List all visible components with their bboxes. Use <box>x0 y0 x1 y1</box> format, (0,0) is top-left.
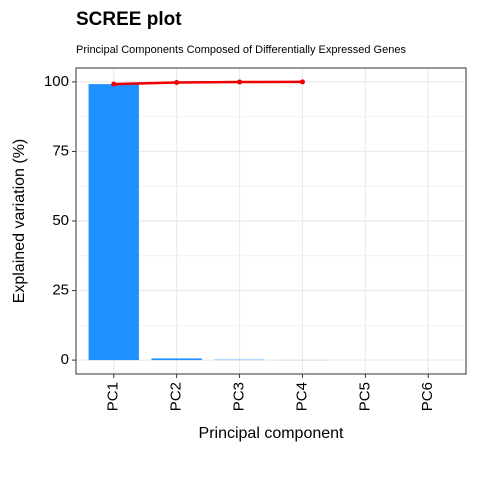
cumulative-point <box>111 81 117 87</box>
x-tick-label: PC4 <box>293 382 310 411</box>
panel-border <box>75 67 467 375</box>
x-tick-label: PC5 <box>356 382 373 411</box>
x-tick-label: PC6 <box>419 382 436 411</box>
cumulative-line <box>113 80 303 86</box>
x-tick-label: PC1 <box>105 382 122 411</box>
y-axis-label: Explained variation (%) <box>11 139 28 304</box>
y-tick-label: 25 <box>52 282 69 299</box>
y-tick-label: 100 <box>44 73 69 90</box>
cumulative-point <box>299 79 305 85</box>
y-tick-label: 0 <box>61 351 69 368</box>
x-tick-label: PC3 <box>231 382 248 411</box>
cumulative-point <box>237 79 243 85</box>
x-axis-label: Principal component <box>199 425 345 442</box>
y-tick-label: 75 <box>52 142 69 159</box>
y-tick-label: 50 <box>52 212 69 229</box>
bar <box>88 84 139 361</box>
chart-subtitle: Principal Components Composed of Differe… <box>76 44 406 56</box>
chart-title: SCREE plot <box>76 9 182 30</box>
cumulative-point <box>174 79 180 85</box>
x-tick-label: PC2 <box>168 382 185 411</box>
bar <box>151 358 202 361</box>
